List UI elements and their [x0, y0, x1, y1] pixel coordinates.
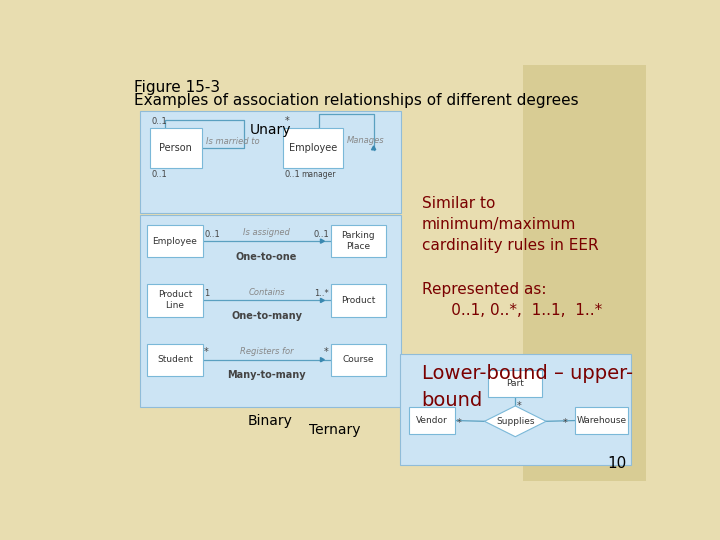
FancyBboxPatch shape: [140, 111, 401, 213]
FancyBboxPatch shape: [330, 343, 386, 376]
Text: Ternary: Ternary: [309, 423, 360, 437]
Text: Manages: Manages: [346, 136, 384, 145]
Text: Supplies: Supplies: [496, 417, 534, 426]
Text: 1: 1: [204, 289, 210, 298]
Text: *: *: [563, 418, 567, 428]
Text: 0..1: 0..1: [204, 230, 220, 239]
Text: Lower-bound – upper-
bound: Lower-bound – upper- bound: [422, 364, 633, 410]
FancyBboxPatch shape: [409, 408, 455, 434]
FancyBboxPatch shape: [148, 284, 203, 316]
Text: Person: Person: [159, 143, 192, 153]
Text: Vendor: Vendor: [416, 416, 448, 426]
FancyBboxPatch shape: [148, 225, 203, 257]
Text: manager: manager: [301, 170, 336, 179]
Text: Is married to: Is married to: [206, 137, 259, 146]
FancyBboxPatch shape: [150, 128, 202, 168]
Text: Warehouse: Warehouse: [577, 416, 626, 426]
FancyBboxPatch shape: [148, 343, 203, 376]
Text: Is assigned: Is assigned: [243, 228, 290, 237]
Polygon shape: [320, 298, 324, 302]
FancyBboxPatch shape: [92, 65, 647, 481]
Text: *: *: [456, 418, 462, 428]
Text: Unary: Unary: [250, 123, 291, 137]
Polygon shape: [320, 357, 324, 362]
Polygon shape: [320, 239, 324, 243]
Text: Figure 15-3: Figure 15-3: [134, 80, 220, 95]
FancyBboxPatch shape: [140, 215, 401, 408]
Text: *: *: [284, 117, 289, 126]
Text: 10: 10: [608, 456, 627, 471]
Text: 0..1: 0..1: [313, 230, 329, 239]
FancyBboxPatch shape: [283, 128, 343, 168]
Text: Represented as:
      0..1, 0..*,  1..1,  1..*: Represented as: 0..1, 0..*, 1..1, 1..*: [422, 282, 602, 318]
Text: 0..1: 0..1: [151, 117, 167, 126]
Text: Part: Part: [506, 380, 524, 388]
Polygon shape: [485, 406, 546, 437]
Text: Similar to
minimum/maximum
cardinality rules in EER: Similar to minimum/maximum cardinality r…: [422, 197, 598, 253]
FancyBboxPatch shape: [575, 408, 628, 434]
FancyBboxPatch shape: [330, 284, 386, 316]
Text: Product: Product: [341, 296, 375, 305]
Text: Employee: Employee: [289, 143, 337, 153]
Text: Product
Line: Product Line: [158, 291, 192, 310]
Text: Course: Course: [343, 355, 374, 364]
Text: 1..*: 1..*: [314, 289, 329, 298]
Text: Contains: Contains: [248, 288, 285, 296]
Text: 0..1: 0..1: [284, 170, 300, 179]
FancyBboxPatch shape: [488, 370, 542, 397]
Text: Parking
Place: Parking Place: [341, 231, 375, 251]
Text: Employee: Employee: [153, 237, 197, 246]
Text: Binary: Binary: [248, 414, 293, 428]
Text: *: *: [204, 347, 209, 357]
FancyBboxPatch shape: [330, 225, 386, 257]
Text: *: *: [517, 401, 521, 411]
Text: One-to-one: One-to-one: [236, 252, 297, 262]
Text: Student: Student: [157, 355, 193, 364]
FancyBboxPatch shape: [523, 65, 647, 481]
Text: Examples of association relationships of different degrees: Examples of association relationships of…: [134, 93, 579, 109]
Text: 0..1: 0..1: [151, 170, 167, 179]
Text: *: *: [324, 347, 329, 357]
Text: Registers for: Registers for: [240, 347, 294, 356]
Text: Many-to-many: Many-to-many: [228, 370, 306, 381]
Polygon shape: [372, 146, 376, 150]
FancyBboxPatch shape: [400, 354, 631, 465]
Text: One-to-many: One-to-many: [231, 311, 302, 321]
